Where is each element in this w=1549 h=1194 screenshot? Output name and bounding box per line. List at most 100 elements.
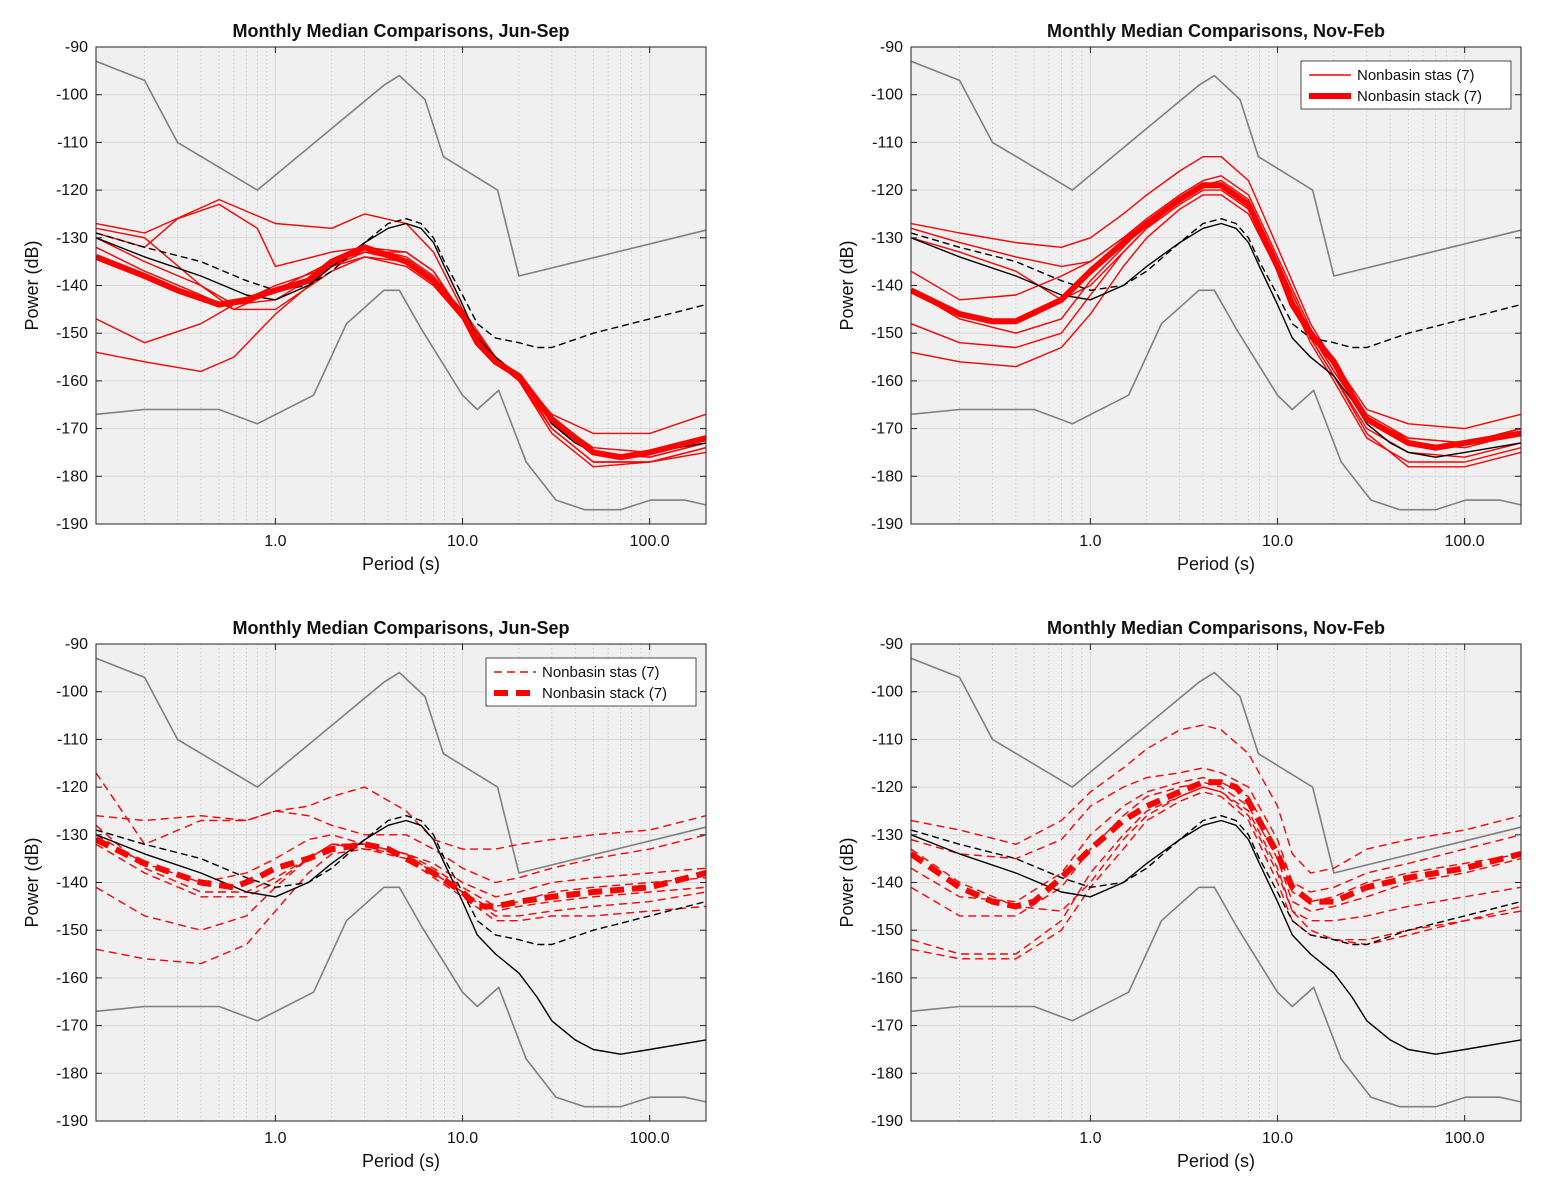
chart-panel-bottom-right: -190 -180 -170 -160 -150 -140 -130 -120 -110 -100… bbox=[837, 618, 1522, 1171]
stack-line bbox=[96, 836, 706, 910]
y-tick-label: -100 bbox=[56, 684, 88, 701]
y-tick-label: -160 bbox=[56, 373, 88, 390]
legend-box bbox=[485, 657, 697, 707]
y-tick-label: -170 bbox=[871, 421, 903, 438]
x-tick-label: 1.0 bbox=[1079, 1130, 1101, 1147]
tick-marks bbox=[96, 643, 706, 1122]
y-tick-label: -140 bbox=[56, 875, 88, 892]
y-tick-label: -130 bbox=[56, 827, 88, 844]
y-tick-label: -130 bbox=[871, 827, 903, 844]
y-tick-label: -160 bbox=[56, 970, 88, 987]
y-tick-label: -190 bbox=[56, 1113, 88, 1130]
y-tick-label: -180 bbox=[56, 1065, 88, 1082]
y-axis-label: Power (dB) bbox=[22, 240, 42, 330]
stack-line bbox=[96, 244, 706, 461]
nlnm-line bbox=[911, 289, 1521, 511]
x-tick-label: 100.0 bbox=[630, 533, 670, 550]
y-tick-label: -100 bbox=[871, 684, 903, 701]
station-line-3 bbox=[96, 834, 706, 898]
y-tick-label: -160 bbox=[871, 373, 903, 390]
y-tick-label: -110 bbox=[57, 134, 88, 151]
station-line-3 bbox=[911, 776, 1521, 903]
station-line-5 bbox=[911, 786, 1521, 955]
nhnm-line bbox=[911, 60, 1521, 277]
series-group bbox=[911, 60, 1521, 511]
nlnm-line bbox=[911, 886, 1521, 1108]
y-tick-label: -180 bbox=[871, 1065, 903, 1082]
x-tick-label: 100.0 bbox=[630, 1130, 670, 1147]
series-group bbox=[96, 60, 706, 511]
station-line-4 bbox=[96, 843, 706, 931]
nhnm-line bbox=[96, 60, 706, 277]
station-line-4 bbox=[911, 781, 1521, 917]
minor-grid bbox=[144, 644, 642, 1121]
stack-line bbox=[911, 779, 1521, 910]
legend: Nonbasin stas (7) Nonbasin stack (7) bbox=[485, 657, 697, 707]
station-line-1 bbox=[96, 198, 706, 435]
station-line-2 bbox=[96, 810, 706, 884]
y-tick-label: -170 bbox=[56, 421, 88, 438]
x-tick-label: 1.0 bbox=[1079, 533, 1101, 550]
reference-dashed-line bbox=[96, 218, 706, 349]
chart-title: Monthly Median Comparisons, Jun-Sep bbox=[232, 21, 569, 41]
tick-marks bbox=[911, 46, 1521, 525]
legend-box bbox=[1300, 60, 1512, 110]
y-tick-label: -130 bbox=[871, 230, 903, 247]
series-group bbox=[96, 657, 706, 1108]
chart-title: Monthly Median Comparisons, Nov-Feb bbox=[1047, 618, 1385, 638]
chart-title: Monthly Median Comparisons, Nov-Feb bbox=[1047, 21, 1385, 41]
tick-marks bbox=[911, 643, 1521, 1122]
x-axis-label: Period (s) bbox=[1177, 1151, 1255, 1171]
y-tick-label: -150 bbox=[871, 922, 903, 939]
x-axis-label: Period (s) bbox=[1177, 554, 1255, 574]
station-line-1 bbox=[911, 724, 1521, 874]
legend: Nonbasin stas (7) Nonbasin stack (7) bbox=[1300, 60, 1512, 110]
y-tick-label: -140 bbox=[871, 278, 903, 295]
y-tick-label: -180 bbox=[56, 468, 88, 485]
chart-title: Monthly Median Comparisons, Jun-Sep bbox=[232, 618, 569, 638]
station-line-6 bbox=[96, 843, 706, 917]
station-line-6 bbox=[911, 791, 1521, 960]
reference-solid-line bbox=[96, 222, 706, 458]
legend-entry-2: Nonbasin stack (7) bbox=[542, 685, 667, 702]
station-line-4 bbox=[911, 189, 1521, 458]
x-tick-label: 100.0 bbox=[1445, 533, 1485, 550]
nlnm-line bbox=[96, 886, 706, 1108]
station-line-1 bbox=[911, 156, 1521, 430]
reference-dashed-line bbox=[911, 218, 1521, 349]
y-tick-label: -150 bbox=[56, 922, 88, 939]
y-tick-label: -150 bbox=[871, 325, 903, 342]
reference-dashed-line bbox=[911, 815, 1521, 946]
y-tick-label: -190 bbox=[871, 1113, 903, 1130]
y-tick-label: -180 bbox=[871, 468, 903, 485]
x-tick-label: 1.0 bbox=[264, 1130, 286, 1147]
station-line-2 bbox=[911, 767, 1521, 893]
y-tick-label: -110 bbox=[872, 731, 903, 748]
x-axis-label: Period (s) bbox=[362, 554, 440, 574]
y-tick-label: -100 bbox=[56, 87, 88, 104]
y-tick-label: -90 bbox=[880, 39, 903, 56]
legend-entry-1: Nonbasin stas (7) bbox=[1357, 67, 1475, 84]
y-axis-label: Power (dB) bbox=[22, 837, 42, 927]
y-tick-label: -120 bbox=[56, 182, 88, 199]
legend-entry-2: Nonbasin stack (7) bbox=[1357, 88, 1482, 105]
x-tick-label: 100.0 bbox=[1445, 1130, 1485, 1147]
tick-marks bbox=[96, 46, 706, 525]
y-tick-label: -140 bbox=[871, 875, 903, 892]
station-line-2 bbox=[911, 175, 1521, 444]
chart-panel-top-right: -190 -180 -170 -160 -150 -140 -130 -120 -110 -100… bbox=[837, 21, 1522, 574]
x-tick-label: 10.0 bbox=[447, 1130, 478, 1147]
nhnm-line bbox=[96, 657, 706, 874]
reference-solid-line bbox=[911, 819, 1521, 1055]
x-tick-label: 10.0 bbox=[1262, 1130, 1293, 1147]
reference-dashed-line bbox=[96, 815, 706, 946]
y-tick-label: -140 bbox=[56, 278, 88, 295]
y-tick-label: -120 bbox=[56, 779, 88, 796]
y-tick-label: -190 bbox=[871, 516, 903, 533]
y-tick-label: -150 bbox=[56, 325, 88, 342]
x-tick-label: 10.0 bbox=[447, 533, 478, 550]
x-axis-label: Period (s) bbox=[362, 1151, 440, 1171]
x-tick-label: 10.0 bbox=[1262, 533, 1293, 550]
